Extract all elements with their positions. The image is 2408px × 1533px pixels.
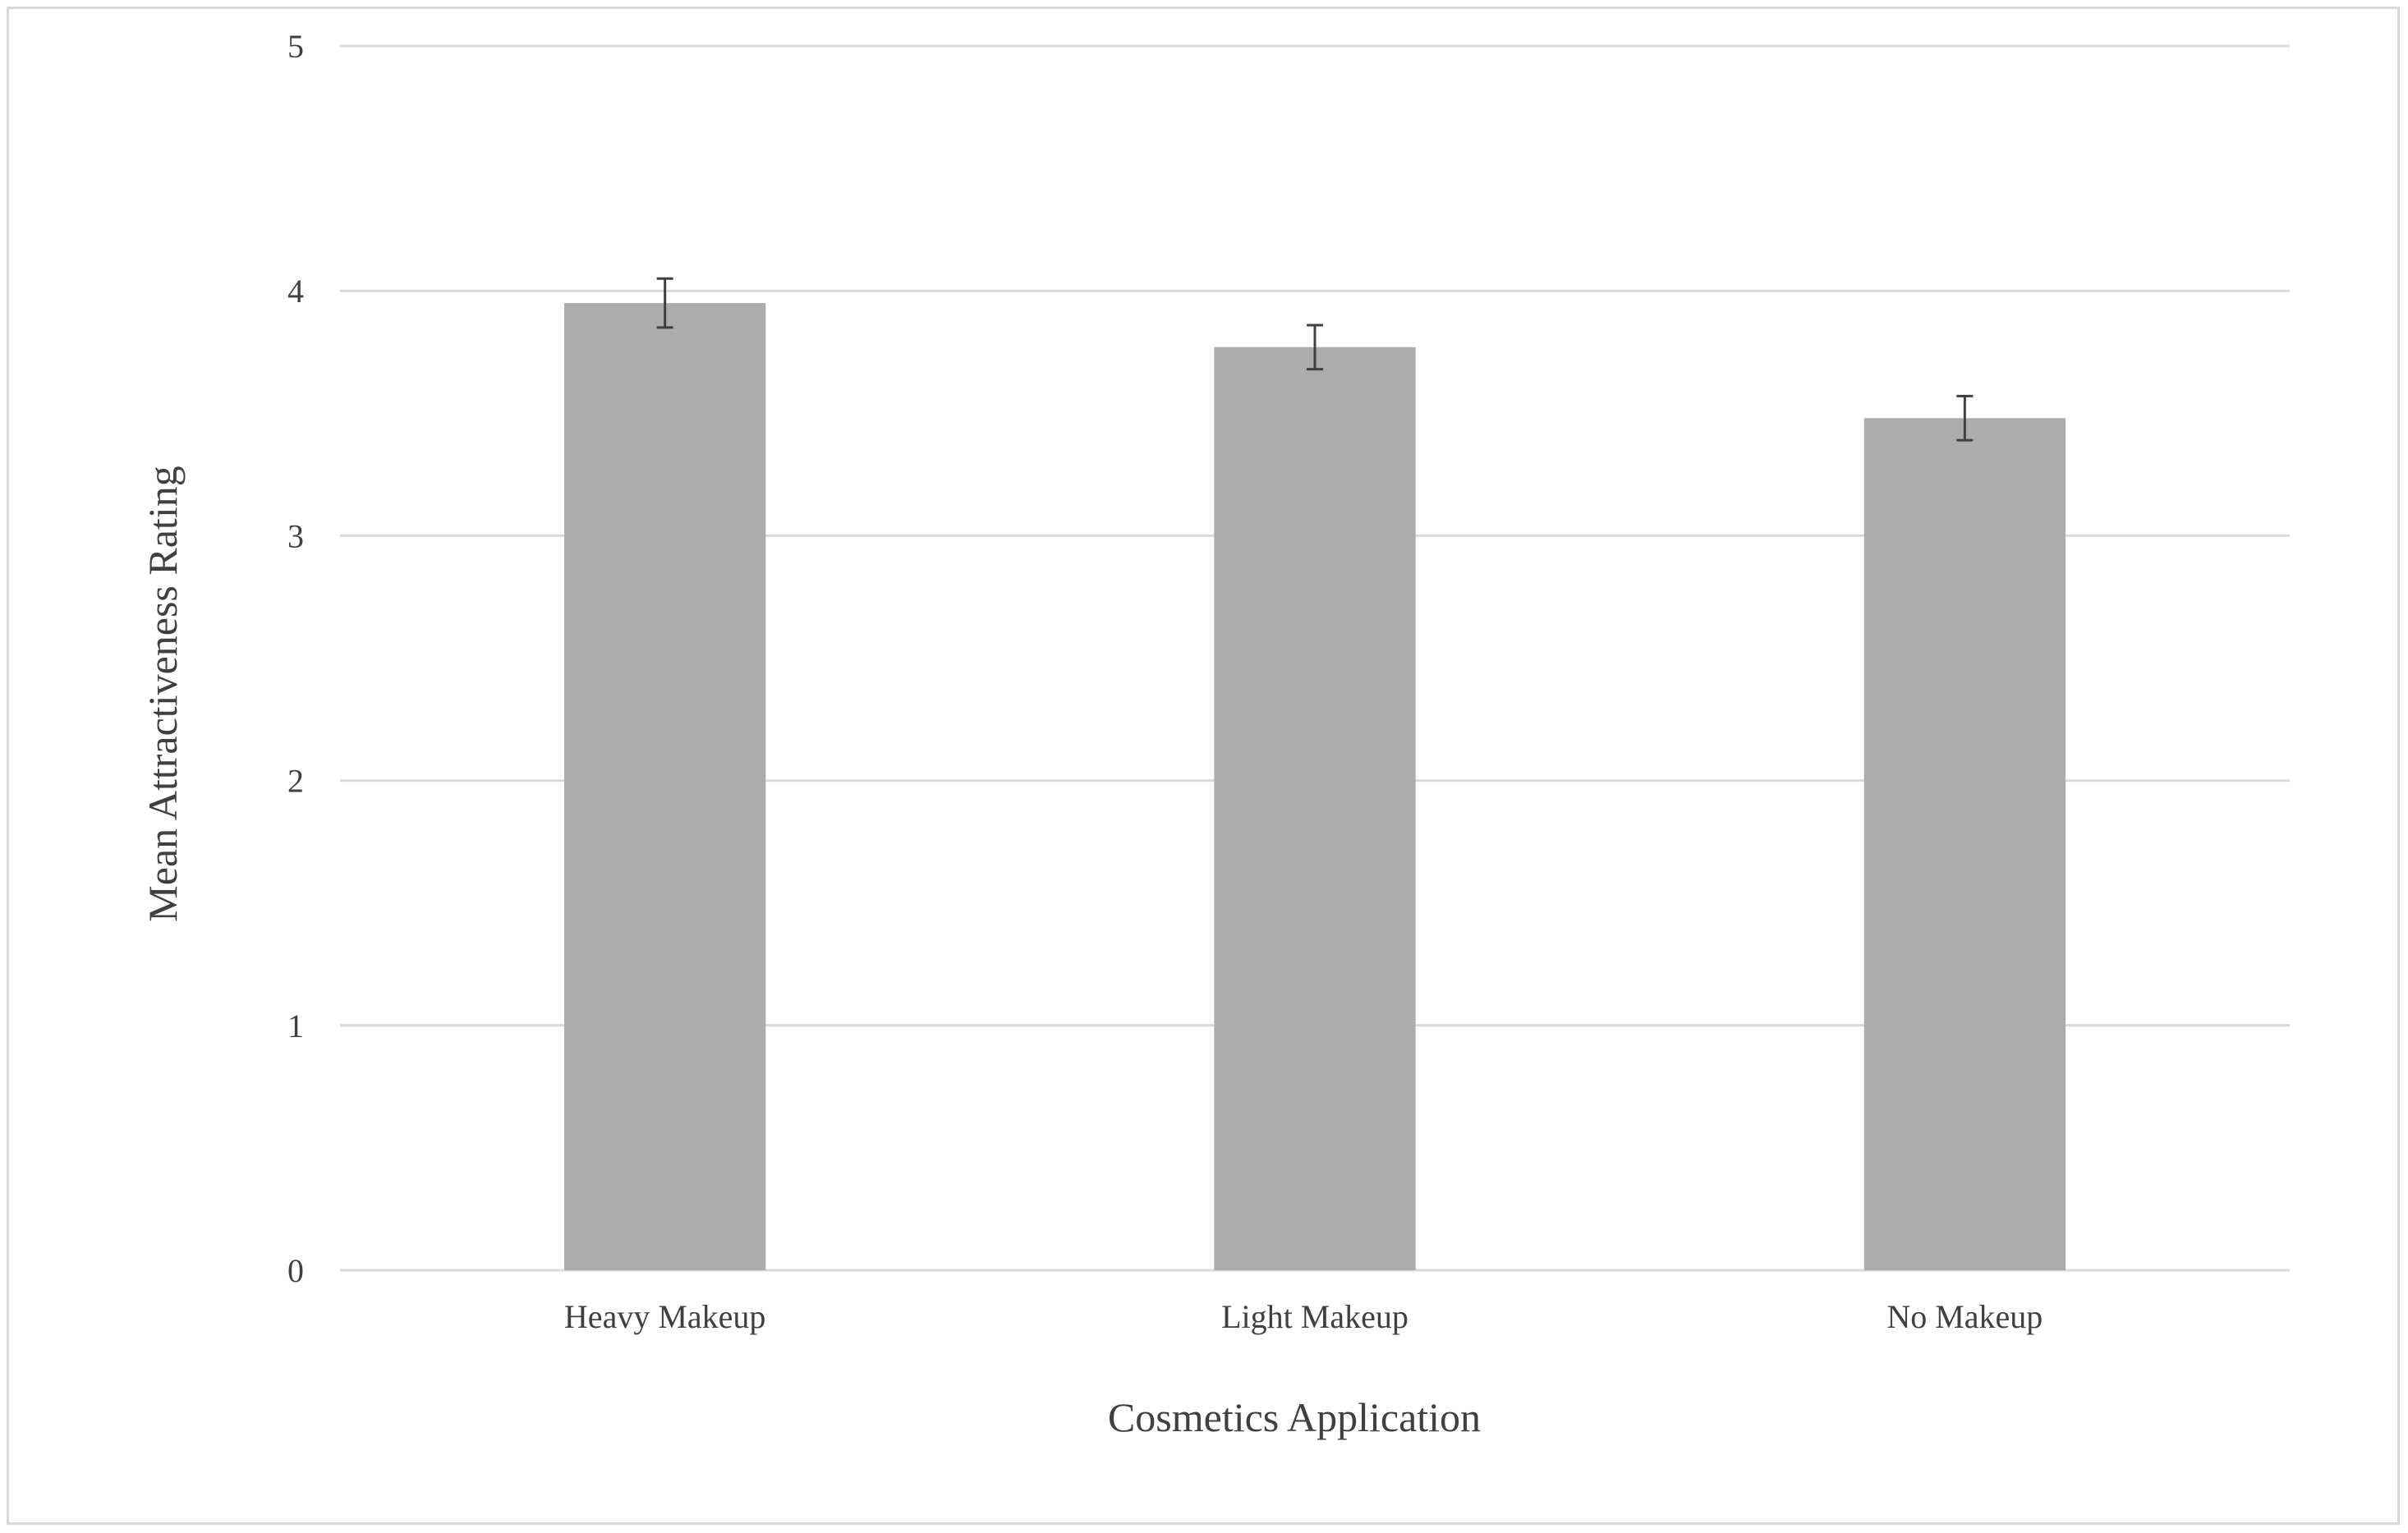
x-tick-label: Heavy Makeup bbox=[564, 1298, 765, 1335]
error-bar-light-makeup bbox=[1307, 324, 1323, 371]
y-tick-label: 4 bbox=[287, 273, 304, 310]
y-axis-title: Mean Attractiveness Rating bbox=[140, 466, 186, 921]
x-tick-label: No Makeup bbox=[1886, 1298, 2043, 1335]
bar-light-makeup bbox=[1214, 347, 1416, 1270]
error-bar-heavy-makeup bbox=[656, 277, 673, 329]
y-tick-label: 5 bbox=[287, 28, 304, 65]
y-axis-ticks: 0 1 2 3 4 5 bbox=[287, 28, 304, 1289]
y-tick-label: 1 bbox=[287, 1007, 304, 1044]
y-tick-label: 2 bbox=[287, 763, 304, 800]
error-bars bbox=[656, 277, 1974, 442]
bars bbox=[564, 303, 2066, 1270]
x-axis-ticks: Heavy Makeup Light Makeup No Makeup bbox=[564, 1298, 2043, 1335]
bar-no-makeup bbox=[1863, 418, 2066, 1270]
x-axis-title: Cosmetics Application bbox=[1108, 1394, 1481, 1440]
x-tick-label: Light Makeup bbox=[1221, 1298, 1408, 1335]
y-tick-label: 0 bbox=[287, 1252, 304, 1289]
y-tick-label: 3 bbox=[287, 517, 304, 554]
bar-heavy-makeup bbox=[564, 303, 766, 1270]
error-bar-no-makeup bbox=[1956, 394, 1974, 442]
